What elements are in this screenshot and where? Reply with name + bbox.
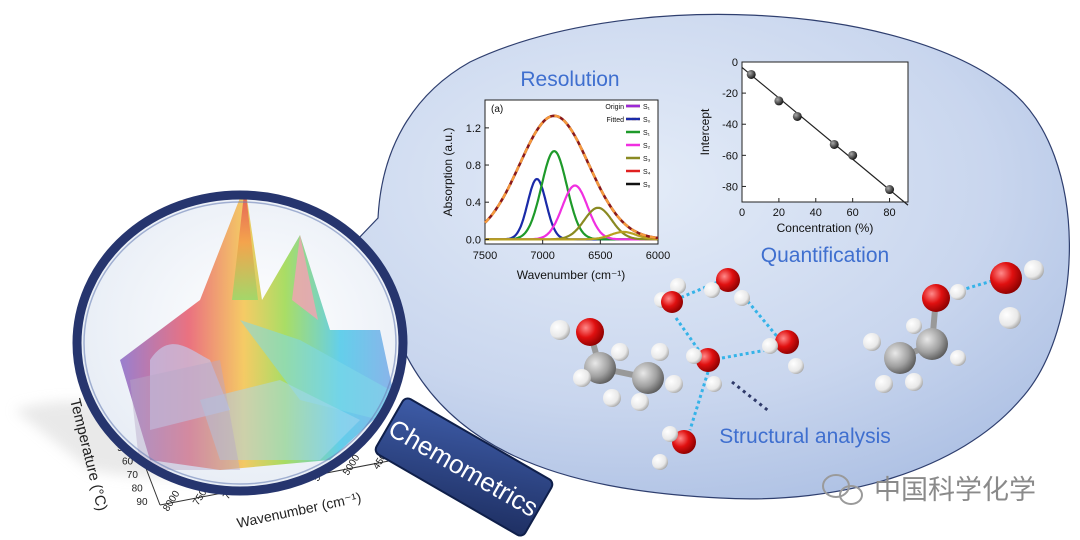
data-points (746, 69, 895, 195)
y-tick-label: -40 (722, 119, 738, 131)
lens-ring (72, 190, 408, 496)
deconvolution-chart: (a) 7500 7000 6500 6000 0.0 0.4 0.8 1.2 Origin… (441, 99, 670, 282)
watermark-text: 中国科学化学 (874, 475, 1036, 505)
x-tick-label: 20 (773, 207, 785, 219)
y-tick-label: 0 (732, 57, 738, 69)
ethanol-molecule-left (550, 318, 683, 411)
x-tick-label: 40 (810, 207, 822, 219)
chart-a-y-ticks: 0.0 0.4 0.8 1.2 (466, 123, 489, 246)
component-curve (485, 230, 659, 241)
regression-line (741, 66, 909, 206)
x-tick-label: 6500 (588, 250, 612, 262)
legend-label: S₁ (643, 104, 651, 111)
x-tick-label: 6000 (646, 250, 670, 262)
legend-label: S₄ (643, 169, 651, 176)
chart-b-frame (741, 61, 909, 203)
data-point (829, 139, 839, 149)
fit-line (741, 66, 909, 206)
chart-a-xlabel: Wavenumber (cm⁻¹) (517, 268, 626, 282)
legend-label: S₃ (643, 156, 651, 163)
x-tick-label: 0 (739, 207, 745, 219)
envelope-curves (484, 114, 659, 240)
chart-b-ylabel: Intercept (698, 108, 712, 155)
carbon-atom (584, 352, 616, 384)
chart-a-ylabel: Absorption (a.u.) (441, 128, 455, 217)
data-point (792, 111, 802, 121)
y-tick-label: 0.8 (466, 160, 481, 172)
temperature-tick-label: 70 (127, 470, 139, 481)
y-tick-label: -80 (722, 181, 738, 193)
chart-a-panel-label: (a) (491, 104, 503, 115)
chart-a-legend: Origin Fitted S₁ S₀ S₁ S₂ S₃ S₄ S₆ (605, 104, 650, 189)
water-cluster (652, 268, 804, 470)
legend-label: S₀ (643, 117, 651, 124)
legend-label: Origin (605, 104, 624, 111)
legend-label: S₆ (643, 182, 651, 189)
wavenumber-axis-label: Wavenumber (cm⁻¹) (235, 489, 362, 531)
dotted-connector (731, 380, 771, 414)
temperature-tick-label: 80 (132, 484, 144, 495)
resolution-heading: Resolution (520, 68, 619, 91)
y-tick-label: 0.4 (466, 197, 481, 209)
envelope-curve (484, 114, 659, 240)
carbon-atom (632, 362, 664, 394)
data-point (848, 150, 858, 160)
temperature-tick-label: 60 (122, 457, 134, 468)
y-tick-label: -20 (722, 88, 738, 100)
y-tick-label: 1.2 (466, 123, 481, 135)
legend-label: S₁ (643, 130, 651, 137)
y-tick-label: 0.0 (466, 234, 481, 246)
data-point (746, 69, 756, 79)
intercept-chart: 0 20 40 60 80 0 -20 -40 -60 -80 Concentration (%… (698, 57, 909, 235)
x-tick-label: 60 (847, 207, 859, 219)
wechat-icon (822, 474, 863, 505)
legend-label: S₂ (643, 143, 651, 150)
x-tick-label: 7000 (530, 250, 554, 262)
chart-b-x-ticks: 0 20 40 60 80 (739, 198, 896, 219)
oxygen-atom (576, 318, 604, 346)
ethanol-water-complex (863, 260, 1044, 393)
spectral-surface (120, 198, 395, 470)
y-tick-label: -60 (722, 150, 738, 162)
x-tick-label: 7500 (473, 250, 497, 262)
molecular-structures (550, 260, 1044, 470)
structural-analysis-heading: Structural analysis (719, 425, 891, 448)
data-point (885, 185, 895, 195)
temperature-tick-label: 90 (136, 497, 148, 508)
quantification-heading: Quantification (761, 244, 889, 267)
component-curves (485, 149, 659, 241)
chart-b-y-ticks: 0 -20 -40 -60 -80 (722, 57, 746, 193)
chart-a-x-ticks: 7500 7000 6500 6000 (473, 240, 670, 262)
x-tick-label: 80 (883, 207, 895, 219)
legend-label: Fitted (606, 117, 624, 124)
magnifier: Chemometrics (72, 190, 554, 537)
watermark: 中国科学化学 (822, 474, 1036, 505)
chart-b-xlabel: Concentration (%) (777, 221, 874, 235)
data-point (774, 96, 784, 106)
